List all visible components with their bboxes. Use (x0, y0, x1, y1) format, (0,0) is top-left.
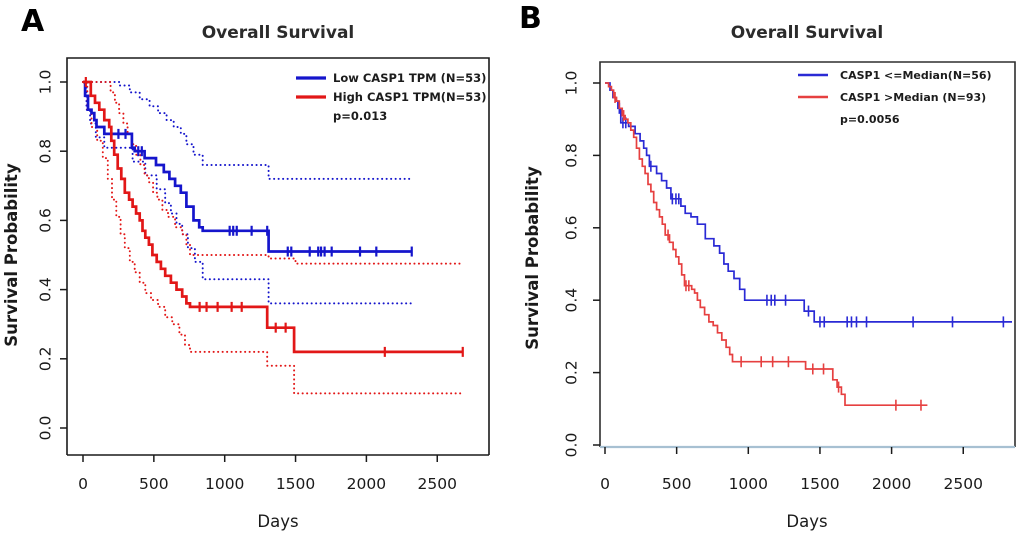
y-axis: 1.0 0.8 0.6 0.4 0.2 0.0 (37, 70, 67, 441)
y-tick-label: 0.8 (37, 139, 55, 164)
ci-curve-high-casp1-upper-ci (82, 81, 464, 265)
chart-title: Overall Survival (202, 23, 355, 43)
x-tick-label: 1500 (800, 475, 839, 493)
y-tick-label: 0.4 (563, 288, 581, 313)
y-tick-label: 0.2 (37, 346, 55, 371)
panel-b-label: B (519, 1, 542, 36)
legend: Low CASP1 TPM (N=53) High CASP1 TPM(N=53)… (296, 71, 487, 123)
y-tick-label: 0.0 (37, 416, 55, 441)
y-tick-label: 0.6 (37, 208, 55, 233)
chart-title: Overall Survival (731, 23, 884, 43)
y-tick-label: 1.0 (37, 70, 55, 95)
y-axis-title: Survival Probability (523, 166, 542, 350)
y-tick-label: 0.0 (563, 433, 581, 458)
legend-label: Low CASP1 TPM (N=53) (333, 71, 486, 85)
censor-marks-low-casp1-tpm (117, 128, 413, 257)
x-tick-label: 500 (139, 475, 169, 493)
plot-box (599, 61, 1016, 449)
km-curve-casp1-gt-median (605, 82, 928, 407)
censor-marks-casp1-le-median (618, 102, 1005, 328)
plot-box (66, 57, 490, 456)
censor-marks-casp1-gt-median (614, 91, 922, 411)
panel-b-plot: 1.0 0.8 0.6 0.4 0.2 0.0 0 500 1000 1500 2000 2500 Ov… (523, 23, 1016, 531)
y-tick-label: 0.4 (37, 277, 55, 302)
km-curve-low-casp1-tpm (83, 80, 412, 253)
x-tick-label: 1000 (205, 475, 244, 493)
x-tick-label: 2500 (418, 475, 457, 493)
ci-curve-low-casp1-upper-ci (82, 81, 413, 180)
x-axis: 0 500 1000 1500 2000 2500 (600, 447, 983, 493)
ci-curve-high-casp1-lower-ci (82, 81, 464, 395)
x-axis-title: Days (257, 512, 298, 531)
p-value-label: p=0.0056 (840, 113, 900, 126)
legend: CASP1 <=Median(N=56) CASP1 >Median (N=93)… (798, 69, 992, 126)
p-value-label: p=0.013 (333, 109, 387, 123)
x-axis: 0 500 1000 1500 2000 2500 (78, 455, 457, 493)
x-tick-label: 2000 (872, 475, 911, 493)
x-tick-label: 2000 (347, 475, 386, 493)
x-tick-label: 500 (662, 475, 692, 493)
y-tick-label: 1.0 (563, 71, 581, 96)
x-axis-title: Days (786, 512, 827, 531)
y-tick-label: 0.2 (563, 360, 581, 385)
x-tick-label: 2500 (944, 475, 983, 493)
legend-label: CASP1 >Median (N=93) (840, 91, 986, 104)
x-tick-label: 1500 (276, 475, 315, 493)
y-axis: 1.0 0.8 0.6 0.4 0.2 0.0 (563, 71, 600, 458)
y-tick-label: 0.6 (563, 215, 581, 240)
y-axis-title: Survival Probability (2, 163, 21, 347)
km-curve-high-casp1-tpm (83, 80, 463, 354)
x-tick-label: 0 (78, 475, 88, 493)
panel-a-label: A (21, 4, 45, 39)
panel-a: A 1.0 0.8 0.6 0.4 0.2 0.0 0 500 1000 1500 2000 2500… (2, 4, 490, 531)
x-tick-label: 0 (600, 475, 610, 493)
legend-label: CASP1 <=Median(N=56) (840, 69, 992, 82)
panel-a-plot: 1.0 0.8 0.6 0.4 0.2 0.0 0 500 1000 1500 2000 2500 Ov… (2, 23, 490, 531)
censor-marks-high-casp1-tpm (84, 77, 464, 357)
panel-b: B 1.0 0.8 0.6 0.4 0.2 0.0 0 500 1000 1500 2000 2500… (510, 0, 1020, 539)
y-tick-label: 0.8 (563, 143, 581, 168)
x-tick-label: 1000 (729, 475, 768, 493)
legend-label: High CASP1 TPM(N=53) (333, 90, 487, 104)
km-curve-casp1-le-median (605, 82, 1012, 323)
